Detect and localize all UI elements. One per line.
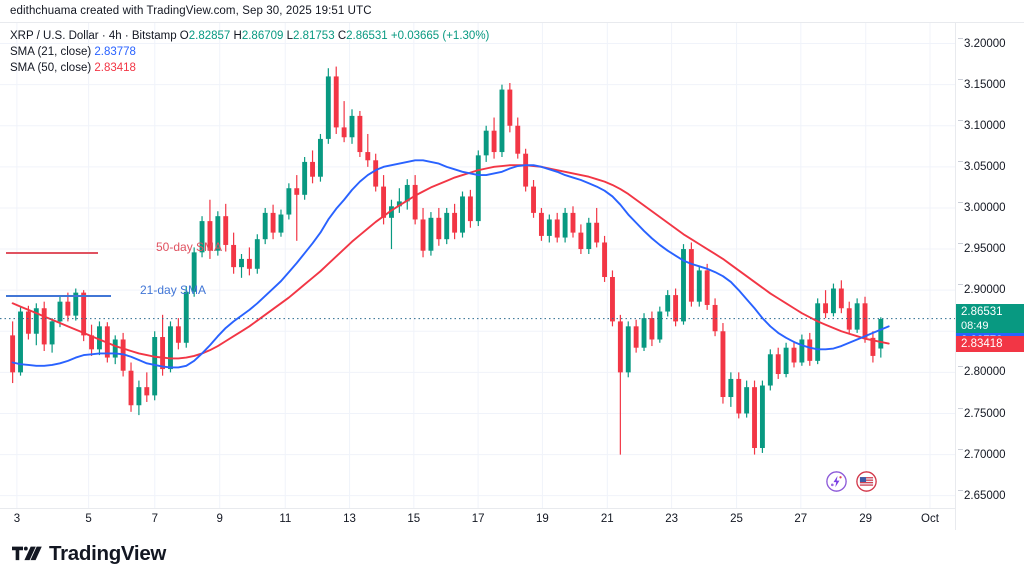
sma50-line bbox=[11, 164, 890, 360]
tradingview-mark-icon bbox=[12, 546, 42, 561]
legend-change-value: +0.03665 (+1.30%) bbox=[390, 30, 490, 42]
legend-symbol[interactable]: XRP / U.S. Dollar · 4h · Bitstamp bbox=[10, 30, 177, 42]
legend-close-label: C bbox=[337, 30, 347, 42]
legend-sma21-row[interactable]: SMA (21, close) 2.83778 bbox=[10, 45, 489, 60]
price-tick: 3.20000 bbox=[958, 37, 1006, 50]
tradingview-wordmark: TradingView bbox=[49, 541, 167, 565]
candlestick-series bbox=[10, 66, 884, 455]
last-price-value: 2.86531 bbox=[961, 306, 1003, 319]
time-tick: 15 bbox=[407, 513, 421, 525]
price-tick-mark bbox=[958, 284, 963, 286]
chart-badge-icons[interactable] bbox=[826, 471, 877, 492]
last-price-badge[interactable]: 2.86531 08:49 bbox=[956, 304, 1024, 335]
price-tick-mark bbox=[958, 243, 963, 245]
price-tick: 2.75000 bbox=[958, 407, 1006, 420]
tradingview-logo[interactable]: TradingView bbox=[12, 542, 166, 566]
price-tick: 2.70000 bbox=[958, 448, 1006, 461]
price-tick-mark bbox=[958, 366, 963, 368]
annotation-line-sma50 bbox=[6, 252, 98, 254]
price-axis[interactable]: 3.20000 3.15000 3.10000 3.05000 3.00000 2.950… bbox=[955, 23, 1024, 531]
price-tick-mark bbox=[958, 202, 963, 203]
price-tick: 2.80000 bbox=[958, 366, 1006, 378]
annotation-label-sma21: 21-day SMA bbox=[140, 283, 207, 297]
price-tick-mark bbox=[958, 78, 963, 80]
time-tick: 25 bbox=[730, 513, 743, 525]
price-tick-mark bbox=[958, 119, 963, 121]
legend-open-value: 2.82857 bbox=[188, 30, 231, 42]
time-tick: Oct bbox=[921, 513, 939, 525]
legend-low-value: 2.81753 bbox=[293, 30, 335, 42]
legend-sma50-label: SMA (50, close) bbox=[10, 62, 92, 74]
time-tick: 7 bbox=[151, 513, 158, 525]
annotation-label-sma50: 50-day SMA bbox=[156, 240, 223, 254]
time-tick: 13 bbox=[343, 513, 356, 525]
price-tick: 2.65000 bbox=[958, 489, 1006, 502]
price-tick-mark bbox=[958, 448, 963, 450]
time-tick: 19 bbox=[535, 513, 549, 525]
legend-close-value: 2.86531 bbox=[346, 30, 388, 42]
time-tick: 21 bbox=[600, 513, 614, 525]
legend-sma21-label: SMA (21, close) bbox=[10, 46, 92, 58]
chart-container[interactable]: 50-day SMA 21-day SMA bbox=[0, 22, 1024, 531]
price-tick: 3.05000 bbox=[958, 160, 1006, 173]
time-tick: 23 bbox=[665, 513, 678, 525]
sma50-price-badge[interactable]: 2.83418 bbox=[956, 336, 1024, 353]
time-tick: 29 bbox=[859, 513, 873, 525]
annotation-line-sma21 bbox=[6, 295, 111, 297]
legend-high-value: 2.86709 bbox=[241, 30, 284, 42]
time-tick: 11 bbox=[279, 513, 292, 525]
legend-high-label: H bbox=[233, 30, 242, 42]
time-tick: 5 bbox=[85, 513, 92, 525]
price-tick-mark bbox=[958, 489, 963, 491]
legend-ohlc-row: XRP / U.S. Dollar · 4h · Bitstamp O2.828… bbox=[10, 29, 489, 44]
time-tick: 17 bbox=[471, 513, 485, 525]
attribution-text: edithchuama created with TradingView.com… bbox=[10, 5, 372, 17]
price-tick: 2.90000 bbox=[958, 284, 1006, 296]
price-tick-mark bbox=[958, 160, 963, 162]
price-tick: 3.15000 bbox=[958, 78, 1006, 91]
legend-open-label: O bbox=[179, 30, 189, 42]
legend-sma21-value: 2.83778 bbox=[94, 46, 136, 58]
price-tick-mark bbox=[958, 407, 963, 409]
price-tick: 3.00000 bbox=[958, 202, 1006, 214]
us-flag-icon[interactable] bbox=[856, 471, 877, 492]
time-axis[interactable]: 3 5 7 9 11 13 15 17 19 21 23 25 27 29 Oct bbox=[0, 508, 955, 531]
footer-bar: TradingView bbox=[0, 530, 1024, 577]
chart-legend[interactable]: XRP / U.S. Dollar · 4h · Bitstamp O2.828… bbox=[10, 29, 489, 77]
time-tick: 3 bbox=[13, 513, 21, 525]
sma21-line bbox=[11, 159, 890, 369]
legend-low-label: L bbox=[286, 30, 294, 42]
price-tick: 2.95000 bbox=[958, 243, 1006, 255]
chart-svg bbox=[0, 23, 955, 508]
legend-sma50-value: 2.83418 bbox=[94, 62, 136, 74]
legend-sma50-row[interactable]: SMA (50, close) 2.83418 bbox=[10, 61, 489, 76]
time-tick: 9 bbox=[216, 513, 223, 525]
price-tick: 3.10000 bbox=[958, 119, 1006, 132]
price-tick-mark bbox=[958, 37, 963, 39]
ai-spark-icon[interactable] bbox=[826, 471, 847, 492]
last-price-countdown: 08:49 bbox=[961, 320, 989, 333]
time-tick: 27 bbox=[794, 513, 808, 525]
chart-plot-area[interactable]: 50-day SMA 21-day SMA bbox=[0, 23, 955, 508]
grid-lines bbox=[0, 23, 955, 508]
